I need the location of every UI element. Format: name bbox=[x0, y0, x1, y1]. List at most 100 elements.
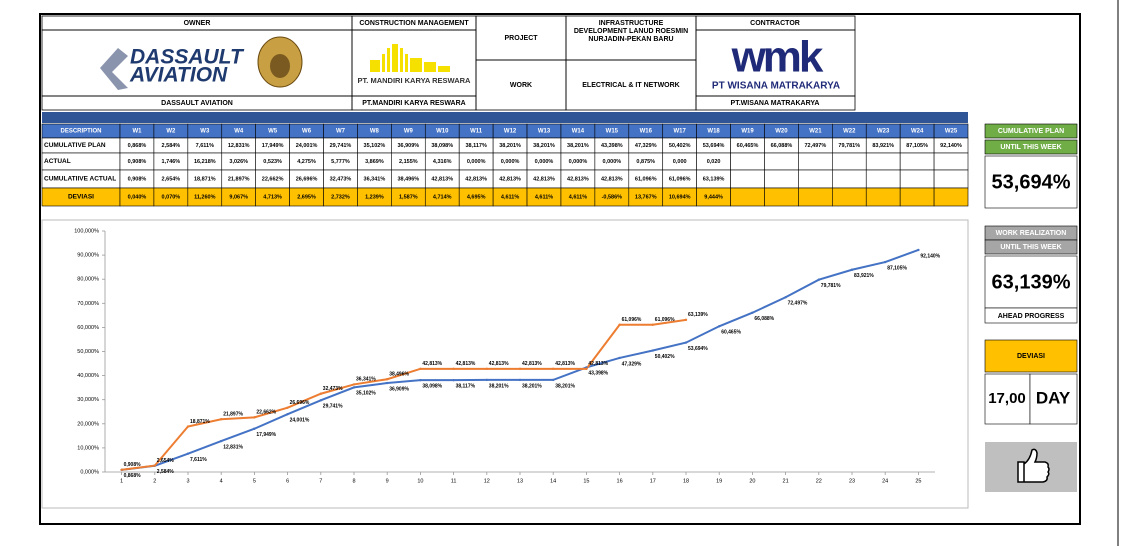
x-tick-label: 13 bbox=[517, 478, 523, 484]
x-tick-label: 11 bbox=[451, 478, 457, 484]
plan-sub: UNTIL THIS WEEK bbox=[1000, 144, 1061, 151]
cell-value: 5,777% bbox=[331, 159, 350, 165]
data-label: 0,868% bbox=[124, 473, 142, 479]
cell-value: 0,000 bbox=[673, 159, 687, 165]
real-title: WORK REALIZATION bbox=[996, 230, 1067, 237]
x-tick-label: 23 bbox=[849, 478, 855, 484]
cell bbox=[865, 187, 901, 207]
cell-value: 4,316% bbox=[433, 159, 452, 165]
cell-value: 11,260% bbox=[194, 194, 216, 200]
panel-head bbox=[984, 239, 1078, 255]
cell-value: 0,000% bbox=[603, 159, 622, 165]
cell-value: 26,696% bbox=[296, 176, 318, 182]
data-label: 61,096% bbox=[622, 317, 642, 323]
work-label: WORK bbox=[510, 82, 532, 89]
cell-value: 12,831% bbox=[228, 143, 250, 149]
data-label: 35,102% bbox=[356, 391, 376, 397]
owner-logo-text: DASSAULT bbox=[130, 46, 245, 69]
outer-frame bbox=[39, 13, 1081, 525]
table: DESCRIPTION W1 W2 W3 W4 W5 W6 W7 W8 W9 W10 W11 W12 W1… bbox=[41, 123, 969, 207]
point bbox=[220, 439, 223, 443]
point bbox=[552, 367, 555, 371]
cell-value: 42,813% bbox=[465, 176, 487, 182]
cell-value: 61,096% bbox=[669, 176, 691, 182]
x-tick-label: 9 bbox=[386, 478, 389, 484]
x-tick-label: 17 bbox=[650, 478, 656, 484]
status: AHEAD PROGRESS bbox=[998, 313, 1065, 320]
cell-value: 10,694% bbox=[669, 194, 691, 200]
chart-frame bbox=[41, 219, 969, 509]
cell-value: 0,875% bbox=[636, 159, 655, 165]
point bbox=[419, 367, 422, 371]
point bbox=[518, 367, 522, 371]
cell-value: 63,139% bbox=[703, 176, 725, 182]
cell-value: 43,398% bbox=[601, 143, 623, 149]
cell bbox=[933, 169, 969, 189]
data-label: 17,949% bbox=[256, 432, 276, 438]
data-label: 61,096% bbox=[655, 317, 675, 323]
cell-value: 38,201% bbox=[533, 143, 555, 149]
y-tick-label: 30,000% bbox=[77, 397, 99, 403]
cell-value: 9,444% bbox=[704, 194, 723, 200]
column-header: W11 bbox=[470, 129, 483, 135]
data-label: 38,117% bbox=[456, 383, 476, 389]
cell bbox=[764, 152, 799, 171]
cell-value: 4,695% bbox=[467, 194, 486, 200]
data-label: 42,813% bbox=[489, 361, 509, 367]
point bbox=[917, 248, 920, 252]
x-tick-label: 20 bbox=[749, 478, 755, 484]
cell-value: 1,239% bbox=[365, 194, 384, 200]
real-sub: UNTIL THIS WEEK bbox=[1000, 244, 1061, 251]
data-label: 42,813% bbox=[555, 361, 575, 367]
cell-value: 42,813% bbox=[567, 176, 589, 182]
x-tick-label: 5 bbox=[253, 478, 256, 484]
cell-value: 83,921% bbox=[872, 143, 894, 149]
cell-value: 38,496% bbox=[397, 176, 419, 182]
panel-head bbox=[984, 123, 1078, 139]
panel-box bbox=[984, 373, 1031, 425]
column-header: W24 bbox=[911, 129, 924, 135]
cell-value: 21,897% bbox=[228, 176, 250, 182]
data-label: 2,654% bbox=[157, 458, 175, 464]
column-header: W21 bbox=[809, 129, 822, 135]
cell-value: 42,813% bbox=[499, 176, 521, 182]
x-tick-label: 22 bbox=[816, 478, 822, 484]
data-label: 18,871% bbox=[190, 419, 210, 425]
data-label: 38,098% bbox=[422, 384, 442, 390]
data-label: 22,662% bbox=[256, 410, 276, 416]
cell bbox=[798, 169, 833, 189]
cell-value: 53,694% bbox=[703, 143, 725, 149]
cell-value: 87,105% bbox=[906, 143, 928, 149]
data-label: 38,201% bbox=[555, 383, 575, 389]
data-label: 72,497% bbox=[788, 301, 808, 307]
column-header: W22 bbox=[843, 129, 856, 135]
data-label: 42,813% bbox=[588, 361, 608, 367]
cell-value: 13,767% bbox=[635, 194, 657, 200]
point bbox=[751, 311, 754, 314]
cell-value: 2,732% bbox=[331, 194, 350, 200]
contractor-name: PT.WISANA MATRAKARYA bbox=[731, 100, 820, 107]
point bbox=[618, 356, 621, 360]
contractor-logo: wmk bbox=[731, 33, 824, 82]
point bbox=[352, 383, 356, 386]
x-tick-label: 18 bbox=[683, 478, 689, 484]
project-line: INFRASTRUCTURE bbox=[599, 20, 664, 27]
y-tick-label: 0,000% bbox=[80, 469, 99, 475]
y-tick-label: 70,000% bbox=[77, 301, 99, 307]
data-label: 42,813% bbox=[422, 361, 442, 367]
contractor-logo-text: PT WISANA MATRAKARYA bbox=[712, 81, 840, 92]
data-label: 53,694% bbox=[688, 346, 708, 352]
point bbox=[784, 296, 787, 299]
cell-value: 18,871% bbox=[194, 176, 216, 182]
cell-value: 1,587% bbox=[399, 194, 418, 200]
cell-value: 79,781% bbox=[838, 143, 860, 149]
column-header: W8 bbox=[370, 129, 380, 135]
point bbox=[485, 367, 488, 371]
y-tick-label: 20,000% bbox=[77, 421, 99, 427]
data-label: 24,001% bbox=[290, 417, 310, 423]
y-tick-label: 50,000% bbox=[77, 349, 99, 355]
project-line: NURJADIN-PEKAN BARU bbox=[588, 36, 673, 43]
data-label: 79,781% bbox=[821, 283, 841, 289]
cell-value: 92,140% bbox=[940, 143, 962, 149]
y-tick-label: 60,000% bbox=[77, 325, 99, 331]
